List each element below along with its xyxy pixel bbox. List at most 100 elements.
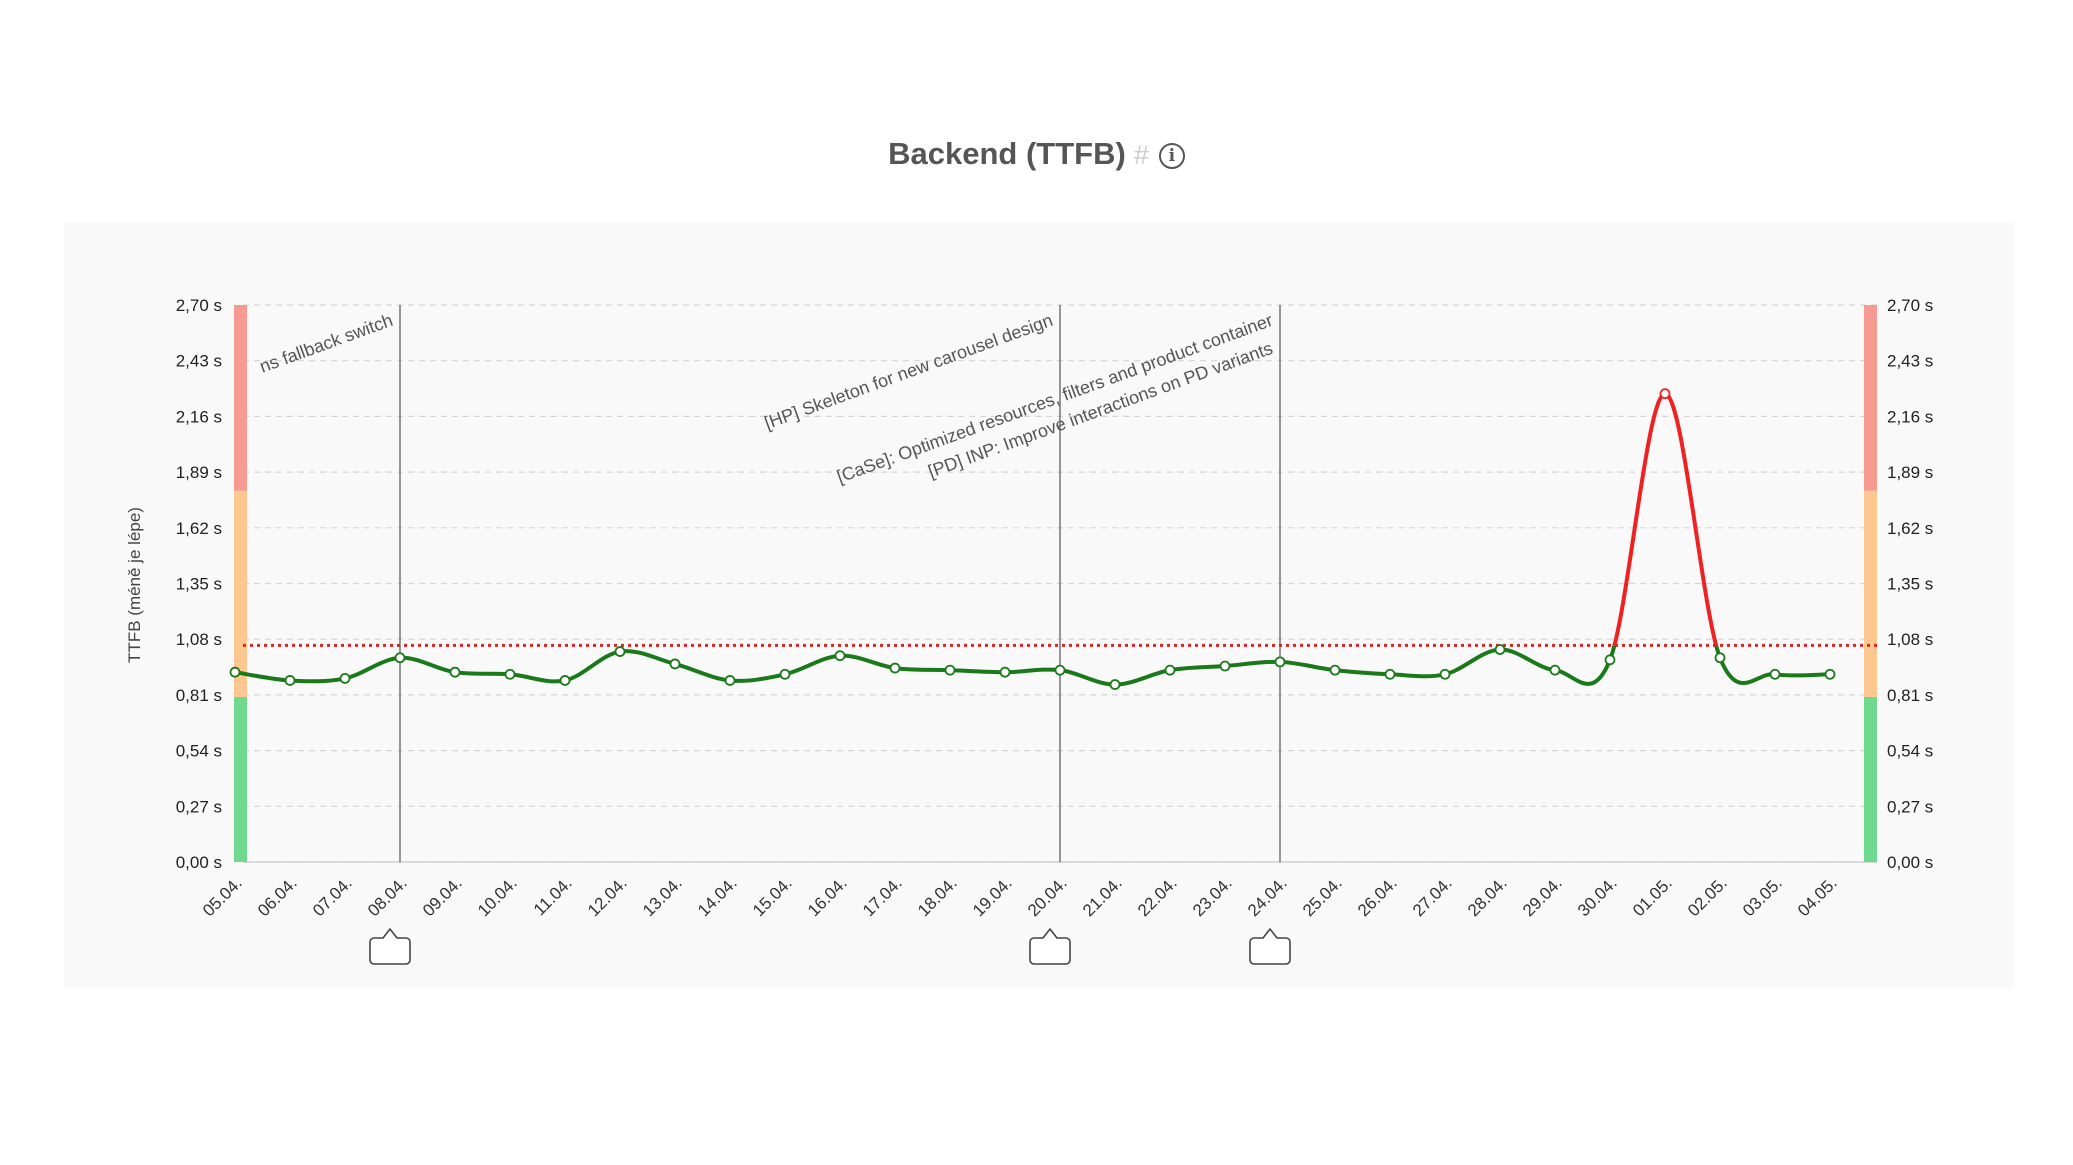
x-tick-label: 17.04. xyxy=(859,873,906,920)
y-tick-label-right: 1,62 s xyxy=(1887,519,1933,538)
chart-panel xyxy=(64,222,2014,988)
x-axis-ticks: 05.04. 06.04. 07.04. 08.04. 09.04. 10.04. 11.0… xyxy=(199,873,1841,920)
quality-band-left xyxy=(234,490,247,697)
data-point[interactable] xyxy=(1604,654,1616,666)
data-point[interactable] xyxy=(339,672,351,684)
annotation-bubble-icon[interactable] xyxy=(1029,928,1071,965)
y-tick-label-right: 0,00 s xyxy=(1887,853,1933,872)
annotation-text: [CaSe]: Optimized resources, filters and… xyxy=(834,310,1275,487)
data-point[interactable] xyxy=(504,668,516,680)
annotation-icons xyxy=(369,928,1291,965)
quality-band-left xyxy=(234,696,247,862)
x-tick-label: 30.04. xyxy=(1574,873,1621,920)
data-point[interactable] xyxy=(1274,656,1286,668)
data-point[interactable] xyxy=(284,675,296,686)
anchor-hash-link[interactable]: # xyxy=(1133,140,1149,170)
x-tick-label: 07.04. xyxy=(309,873,356,920)
chart-title: Backend (TTFB) xyxy=(888,136,1126,171)
y-tick-label-left: 2,43 s xyxy=(176,352,222,371)
y-tick-label-left: 1,62 s xyxy=(176,519,222,538)
info-icon[interactable]: i xyxy=(1158,143,1185,169)
x-tick-label: 23.04. xyxy=(1189,873,1236,920)
y-axis-ticks: 0,00 s 0,00 s 0,27 s 0,27 s 0,54 s 0,54 s 0,81… xyxy=(176,296,1934,872)
data-point[interactable] xyxy=(614,646,626,657)
x-tick-label: 12.04. xyxy=(584,873,631,920)
data-point[interactable] xyxy=(559,675,571,686)
x-tick-label: 04.05. xyxy=(1794,873,1841,920)
x-tick-label: 15.04. xyxy=(749,873,796,920)
x-tick-label: 27.04. xyxy=(1409,873,1456,920)
data-point[interactable] xyxy=(229,666,241,678)
data-point[interactable] xyxy=(1494,644,1506,655)
series-layer xyxy=(234,391,1877,687)
y-tick-label-left: 1,08 s xyxy=(176,630,222,649)
y-tick-label-right: 1,08 s xyxy=(1887,630,1933,649)
x-tick-label: 06.04. xyxy=(254,873,301,920)
annotation-text: [PD] INP: Improve interactions on PD var… xyxy=(925,338,1275,482)
y-tick-label-right: 2,43 s xyxy=(1887,352,1933,371)
data-point[interactable] xyxy=(394,652,406,664)
data-point[interactable] xyxy=(1329,664,1341,676)
data-point[interactable] xyxy=(1164,664,1176,676)
x-tick-label: 05.04. xyxy=(199,873,246,920)
x-tick-label: 26.04. xyxy=(1354,873,1401,920)
chart-header: Backend (TTFB) # i xyxy=(0,136,2073,172)
x-tick-label: 08.04. xyxy=(364,873,411,920)
y-tick-label-right: 0,54 s xyxy=(1887,742,1933,761)
data-point[interactable] xyxy=(889,662,901,674)
y-tick-label-right: 1,35 s xyxy=(1887,575,1933,594)
quality-band-right xyxy=(1864,696,1877,862)
annotation-bubble-icon[interactable] xyxy=(369,928,411,965)
data-point[interactable] xyxy=(1439,668,1451,680)
y-tick-label-right: 0,27 s xyxy=(1887,797,1933,816)
x-tick-label: 01.05. xyxy=(1629,873,1676,920)
data-point[interactable] xyxy=(999,666,1011,678)
quality-band-left xyxy=(234,305,247,491)
y-tick-label-left: 2,70 s xyxy=(176,296,222,315)
y-tick-label-right: 2,16 s xyxy=(1887,407,1933,426)
annotation-bubble-icon[interactable] xyxy=(1249,928,1291,965)
data-point[interactable] xyxy=(449,666,461,678)
y-tick-label-left: 1,35 s xyxy=(176,575,222,594)
quality-band-right xyxy=(1864,490,1877,697)
x-tick-label: 22.04. xyxy=(1134,873,1181,920)
annotation-text: ns fallback switch xyxy=(257,310,395,377)
annotation-texts: ns fallback switch [HP] Skeleton for new … xyxy=(257,310,1275,487)
data-point[interactable] xyxy=(779,668,791,680)
y-tick-label-right: 0,81 s xyxy=(1887,686,1933,705)
y-tick-label-left: 2,16 s xyxy=(176,407,222,426)
data-point[interactable] xyxy=(944,664,956,676)
data-point[interactable] xyxy=(1769,668,1781,680)
data-point[interactable] xyxy=(1054,664,1066,676)
data-point[interactable] xyxy=(1109,679,1121,690)
data-point[interactable] xyxy=(724,675,736,686)
data-point[interactable] xyxy=(1384,668,1396,680)
data-point[interactable] xyxy=(1824,668,1836,680)
data-points xyxy=(229,388,1836,690)
data-point[interactable] xyxy=(669,658,681,670)
x-tick-label: 02.05. xyxy=(1684,873,1731,920)
y-tick-label-left: 0,00 s xyxy=(176,853,222,872)
y-axis-label: TTFB (méně je lépe) xyxy=(125,507,144,663)
x-tick-label: 09.04. xyxy=(419,873,466,920)
data-point[interactable] xyxy=(834,650,846,662)
y-tick-label-left: 0,81 s xyxy=(176,686,222,705)
data-point[interactable] xyxy=(1714,652,1726,664)
quality-band-right xyxy=(1864,305,1877,491)
annotation-lines xyxy=(399,305,1281,862)
data-point[interactable] xyxy=(1219,660,1231,672)
x-tick-label: 16.04. xyxy=(804,873,851,920)
y-tick-label-left: 0,27 s xyxy=(176,797,222,816)
x-tick-label: 25.04. xyxy=(1299,873,1346,920)
x-tick-label: 24.04. xyxy=(1244,873,1291,920)
data-point[interactable] xyxy=(1549,664,1561,676)
x-tick-label: 14.04. xyxy=(694,873,741,920)
y-tick-label-right: 2,70 s xyxy=(1887,296,1933,315)
y-tick-label-right: 1,89 s xyxy=(1887,463,1933,482)
series-line-above-threshold xyxy=(1612,391,1719,646)
data-point[interactable] xyxy=(1659,388,1671,400)
y-tick-label-left: 0,54 s xyxy=(176,742,222,761)
x-tick-label: 29.04. xyxy=(1519,873,1566,920)
x-tick-label: 03.05. xyxy=(1739,873,1786,920)
